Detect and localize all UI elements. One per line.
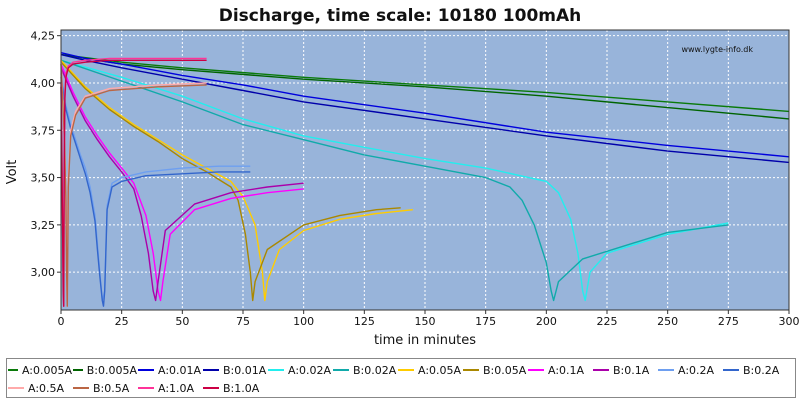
legend-label: A:0.005A bbox=[21, 363, 72, 377]
legend-swatch bbox=[8, 369, 18, 371]
series-line-b-0-01a bbox=[60, 53, 790, 164]
x-axis-label: time in minutes bbox=[374, 333, 476, 348]
legend-item: B:0.02A bbox=[332, 364, 397, 377]
legend-label: A:1.0A bbox=[158, 381, 195, 395]
legend-swatch bbox=[333, 369, 349, 371]
legend-item: A:0.02A bbox=[267, 364, 332, 377]
discharge-chart: Discharge, time scale: 10180 100mAh 0 25 5… bbox=[5, 6, 800, 348]
legend-item: B:0.2A bbox=[722, 364, 787, 377]
watermark-text: www.lygte-info.dk bbox=[681, 45, 753, 54]
series-line-b-0-02a bbox=[60, 59, 729, 302]
x-tick-label: 250 bbox=[657, 315, 678, 328]
legend-label: B:0.05A bbox=[483, 363, 527, 377]
legend-item: B:0.05A bbox=[462, 364, 527, 377]
legend-row: A:0.005A B:0.005A A:0.01A B:0.01A A:0.02A B:0… bbox=[7, 361, 787, 379]
legend-label: A:0.2A bbox=[678, 363, 715, 377]
x-tick-label: 275 bbox=[718, 315, 739, 328]
y-tick-label: 3,50 bbox=[31, 172, 56, 185]
legend-label: B:1.0A bbox=[223, 381, 260, 395]
legend-swatch bbox=[658, 369, 674, 371]
legend-label: A:0.02A bbox=[288, 363, 332, 377]
series-line-b-0-2a bbox=[60, 77, 251, 307]
legend-swatch bbox=[463, 369, 479, 371]
legend-label: A:0.5A bbox=[28, 381, 65, 395]
y-tick-label: 3,00 bbox=[31, 266, 56, 279]
y-tick-label: 3,75 bbox=[31, 124, 56, 137]
x-tick-label: 225 bbox=[597, 315, 618, 328]
series-line-a-0-02a bbox=[60, 59, 729, 302]
series-line-b-0-05a bbox=[60, 61, 401, 302]
legend-item: B:0.5A bbox=[72, 382, 137, 395]
chart-legend: A:0.005A B:0.005A A:0.01A B:0.01A A:0.02A B:0… bbox=[6, 358, 796, 398]
y-axis-label: Volt bbox=[5, 160, 20, 185]
series-line-a-0-05a bbox=[60, 59, 413, 302]
x-tick-label: 300 bbox=[779, 315, 800, 328]
x-tick-label: 0 bbox=[58, 315, 65, 328]
legend-label: B:0.02A bbox=[353, 363, 397, 377]
legend-swatch bbox=[138, 369, 154, 371]
legend-item: A:0.01A bbox=[137, 364, 202, 377]
x-tick-label: 175 bbox=[475, 315, 496, 328]
legend-swatch bbox=[268, 369, 284, 371]
legend-label: B:0.2A bbox=[743, 363, 780, 377]
legend-label: B:0.01A bbox=[223, 363, 267, 377]
legend-swatch bbox=[203, 387, 219, 389]
legend-item: B:1.0A bbox=[202, 382, 267, 395]
y-tick-label: 3,25 bbox=[31, 219, 56, 232]
series-line-b-1-0a bbox=[60, 59, 207, 307]
x-tick-label: 25 bbox=[115, 315, 129, 328]
legend-label: B:0.005A bbox=[86, 363, 137, 377]
legend-item: A:1.0A bbox=[137, 382, 202, 395]
legend-item: B:0.1A bbox=[592, 364, 657, 377]
series-lines bbox=[60, 52, 790, 307]
legend-item: A:0.005A bbox=[7, 364, 72, 377]
legend-label: B:0.1A bbox=[613, 363, 650, 377]
legend-swatch bbox=[73, 369, 83, 371]
legend-swatch bbox=[73, 387, 89, 389]
x-tick-label: 125 bbox=[354, 315, 375, 328]
legend-swatch bbox=[593, 369, 609, 371]
legend-item: B:0.005A bbox=[72, 364, 137, 377]
legend-item: B:0.01A bbox=[202, 364, 267, 377]
x-tick-label: 150 bbox=[415, 315, 436, 328]
legend-item: A:0.5A bbox=[7, 382, 72, 395]
legend-label: A:0.1A bbox=[548, 363, 585, 377]
legend-label: B:0.5A bbox=[93, 381, 130, 395]
x-tick-label: 100 bbox=[293, 315, 314, 328]
x-tick-label: 50 bbox=[175, 315, 189, 328]
legend-swatch bbox=[398, 369, 414, 371]
legend-swatch bbox=[723, 369, 739, 371]
y-tick-label: 4,00 bbox=[31, 77, 56, 90]
series-line-b-0-005a bbox=[60, 53, 790, 120]
legend-item: A:0.1A bbox=[527, 364, 592, 377]
legend-swatch bbox=[528, 369, 544, 371]
series-line-a-0-1a bbox=[60, 63, 304, 302]
plot-frame bbox=[60, 29, 790, 311]
x-tick-label: 200 bbox=[536, 315, 557, 328]
series-line-a-0-005a bbox=[60, 53, 790, 113]
legend-label: A:0.05A bbox=[418, 363, 462, 377]
legend-swatch bbox=[138, 387, 154, 389]
y-tick-label: 4,25 bbox=[31, 30, 56, 43]
x-tick-label: 75 bbox=[236, 315, 250, 328]
legend-item: A:0.05A bbox=[397, 364, 462, 377]
legend-swatch bbox=[203, 369, 219, 371]
legend-label: A:0.01A bbox=[158, 363, 202, 377]
y-axis-ticks: 3,00 3,25 3,50 3,75 4,00 4,25 bbox=[31, 30, 61, 279]
series-line-b-0-1a bbox=[60, 67, 304, 302]
chart-title: Discharge, time scale: 10180 100mAh bbox=[219, 6, 582, 26]
legend-item: A:0.2A bbox=[657, 364, 722, 377]
legend-swatch bbox=[8, 387, 24, 389]
x-axis-ticks: 0 25 50 75 100 125 150 175 200 225 250 275 300 bbox=[58, 310, 800, 328]
legend-row: A:0.5A B:0.5A A:1.0A B:1.0A bbox=[7, 379, 267, 397]
